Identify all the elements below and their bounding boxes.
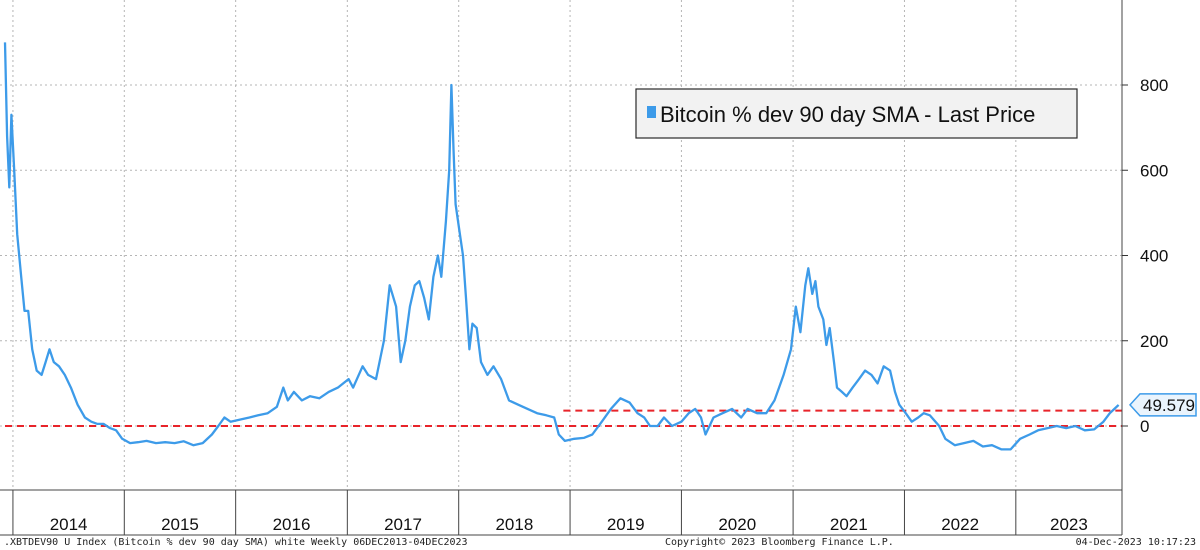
x-tick-label: 2015: [161, 515, 199, 534]
last-value-label: 49.579: [1143, 396, 1195, 415]
x-axis-ticks: 2014 2015 2016 2017 2018 2019 2020 2021 2022 2023: [50, 515, 1088, 534]
x-tick-label: 2018: [495, 515, 533, 534]
y-tick-label: 600: [1140, 161, 1168, 180]
legend-label: Bitcoin % dev 90 day SMA - Last Price: [660, 102, 1035, 127]
last-value-callout-box: [1128, 393, 1197, 417]
x-tick-label: 2014: [50, 515, 88, 534]
footer: .XBTDEV90 U Index (Bitcoin % dev 90 day …: [4, 537, 1196, 548]
x-tick-label: 2023: [1050, 515, 1088, 534]
series-layer: [3, 42, 1120, 451]
x-tick-label: 2019: [607, 515, 645, 534]
footer-copyright: Copyright© 2023 Bloomberg Finance L.P.: [665, 537, 894, 548]
x-tick-label: 2022: [941, 515, 979, 534]
y-tick-label: 0: [1140, 417, 1149, 436]
legend: Bitcoin % dev 90 day SMA - Last Price: [635, 88, 1078, 139]
legend-box: [635, 88, 1078, 139]
y-tick-label: 400: [1140, 247, 1168, 266]
legend-swatch: [647, 106, 656, 118]
reference-lines: [5, 409, 1122, 427]
y-tick-label: 200: [1140, 332, 1168, 351]
x-tick-label: 2021: [830, 515, 868, 534]
last-value-callout: 49.579: [1128, 393, 1197, 417]
x-tick-label: 2017: [384, 515, 422, 534]
x-tick-label: 2020: [718, 515, 756, 534]
axes: [0, 0, 1123, 536]
footer-timestamp: 04-Dec-2023 10:17:23: [1076, 537, 1196, 548]
footer-index-description: .XBTDEV90 U Index (Bitcoin % dev 90 day …: [4, 537, 468, 548]
y-axis-ticks: 0 200 400 600 800: [1122, 76, 1168, 436]
grid: [0, 0, 1122, 490]
y-tick-label: 800: [1140, 76, 1168, 95]
x-tick-label: 2016: [273, 515, 311, 534]
series-line-bitcoin-dev-90d-sma: [3, 42, 1120, 451]
